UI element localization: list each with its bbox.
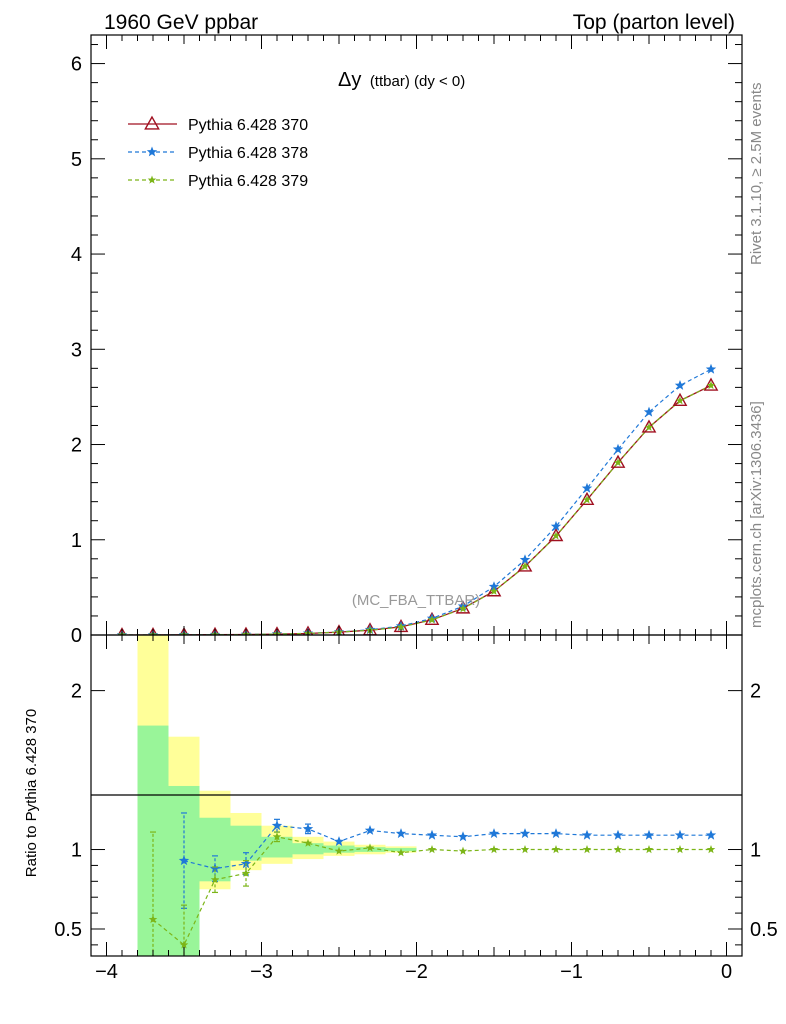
series-1-point-17 (643, 406, 655, 417)
series-1-point-15 (581, 482, 593, 493)
series-2-point-18 (675, 396, 685, 405)
legend-label-2: Pythia 6.428 379 (188, 173, 308, 190)
ratio-point-1-9 (396, 848, 406, 857)
band-inner-4 (261, 836, 293, 858)
series-1-point-12 (488, 581, 500, 592)
ratio-point-1-12 (489, 845, 499, 854)
series-2-point-19 (706, 381, 716, 390)
series-2-point-17 (644, 422, 654, 431)
ratio-point-0-2 (178, 855, 190, 866)
series-1-point-16 (612, 443, 624, 454)
main-ytick-label: 4 (71, 244, 82, 266)
ratio-point-0-17 (643, 829, 655, 840)
series-2-point-13 (520, 561, 530, 571)
series-2-point-9 (396, 622, 406, 631)
ratio-point-1-7 (334, 846, 344, 855)
main-ytick-label: 2 (71, 435, 82, 457)
ratio-point-1-11 (458, 846, 468, 855)
legend-marker-0 (144, 115, 160, 130)
ratio-point-0-10 (426, 829, 438, 840)
ratio-plot-series (148, 812, 717, 956)
plot-title-sub: (ttbar) (dy < 0) (370, 73, 465, 90)
legend-label-1: Pythia 6.428 378 (188, 145, 308, 162)
plot-title-main: Δy (338, 69, 361, 91)
ratio-point-0-5 (271, 820, 283, 831)
ratio-xtick-label: −2 (405, 961, 428, 983)
ratio-point-1-3 (210, 875, 220, 884)
ratio-point-1-13 (520, 845, 530, 854)
series-2-point-14 (551, 531, 561, 540)
ratio-xtick-label: −1 (560, 961, 583, 983)
ratio-point-0-8 (364, 825, 376, 835)
ratio-point-1-14 (551, 845, 561, 854)
ratio-ytick-label-right: 0.5 (750, 919, 778, 941)
ratio-point-1-8 (365, 843, 375, 852)
ratio-ytick-label: 2 (71, 681, 82, 703)
analysis-id: (MC_FBA_TTBAR) (352, 592, 480, 609)
series-2-point-11 (458, 604, 468, 613)
ratio-point-1-4 (241, 868, 251, 877)
ratio-point-1-18 (675, 845, 685, 854)
ratio-point-1-17 (644, 845, 654, 854)
series-1-point-13 (519, 554, 531, 565)
main-ytick-label: 1 (71, 530, 82, 552)
ratio-ytick-label: 0.5 (54, 919, 82, 941)
axis-ticks (90, 35, 743, 956)
band-inner-3 (230, 825, 262, 861)
ratio-point-0-11 (457, 831, 469, 842)
series-1-point-19 (705, 363, 717, 374)
ratio-point-0-16 (612, 829, 624, 840)
series-2-point-16 (613, 458, 623, 467)
ratio-point-0-12 (488, 828, 500, 839)
legend-marker-2 (147, 175, 157, 184)
ratio-point-0-3 (209, 863, 221, 873)
ratio-point-1-19 (706, 845, 716, 854)
band-inner-5 (292, 843, 324, 855)
ratio-xtick-label: −3 (250, 961, 273, 983)
ratio-ylabel: Ratio to Pythia 6.428 370 (23, 709, 40, 877)
plot-title: Δy (ttbar) (dy < 0) (338, 69, 465, 91)
ratio-point-1-15 (582, 845, 592, 854)
ratio-point-0-15 (581, 829, 593, 840)
mcplots-label: mcplots.cern.ch [arXiv:1306.3436] (748, 401, 765, 628)
ratio-point-0-6 (302, 823, 314, 834)
ratio-point-1-16 (613, 845, 623, 854)
ratio-ytick-label-right: 1 (750, 840, 761, 862)
legend: Pythia 6.428 370 Pythia 6.428 378 Pythia 6… (128, 115, 308, 190)
ratio-point-1-1 (148, 915, 158, 924)
ratio-xtick-label: −4 (95, 961, 118, 983)
ratio-ytick-label-right: 2 (750, 681, 761, 703)
series-2-point-10 (427, 615, 437, 624)
main-ytick-label: 0 (71, 625, 82, 647)
ratio-point-0-19 (705, 829, 717, 840)
rivet-label: Rivet 3.1.10, ≥ 2.5M events (748, 83, 765, 266)
series-1-point-14 (550, 520, 562, 531)
ratio-point-1-2 (179, 940, 189, 949)
series-2-point-12 (489, 586, 499, 595)
legend-marker-1 (146, 146, 158, 157)
series-2-point-15 (582, 495, 592, 504)
ratio-point-0-18 (674, 829, 686, 840)
header-right: Top (parton level) (573, 11, 735, 34)
ratio-point-0-13 (519, 828, 531, 839)
main-ytick-label: 3 (71, 339, 82, 361)
ratio-point-0-14 (550, 828, 562, 839)
ratio-xtick-label: 0 (721, 961, 732, 983)
header-left: 1960 GeV ppbar (104, 11, 258, 34)
main-ytick-label: 5 (71, 149, 82, 171)
series-1-point-18 (674, 380, 686, 390)
axis-tick-labels: 0 1 2 3 4 5 6 −4 −3 −2 −1 0 0.5 0.5 1 1 2 2 (54, 54, 778, 983)
ratio-ytick-label: 1 (71, 840, 82, 862)
ratio-line-0 (183, 825, 711, 870)
legend-label-0: Pythia 6.428 370 (188, 117, 308, 134)
main-ytick-label: 6 (71, 54, 82, 76)
ratio-point-1-10 (427, 845, 437, 854)
ratio-point-0-9 (395, 828, 407, 839)
ratio-point-0-7 (333, 836, 345, 846)
ratio-point-1-6 (303, 838, 313, 847)
ratio-point-1-5 (272, 832, 282, 841)
